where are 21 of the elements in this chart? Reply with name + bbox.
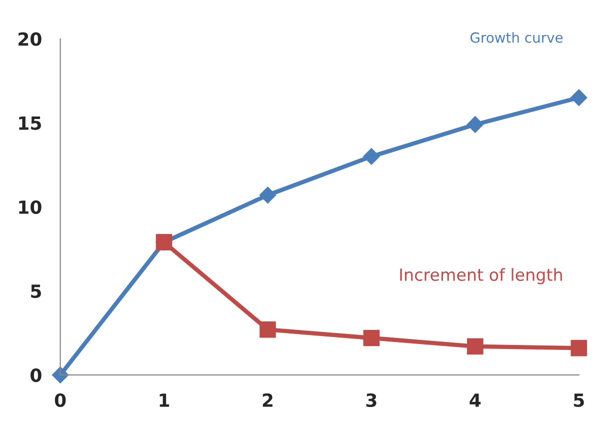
point: [570, 340, 588, 356]
point: [259, 186, 276, 204]
point: [466, 116, 484, 133]
x-tick-label: 5: [574, 394, 584, 407]
y-tick-label: 0: [30, 368, 42, 382]
x-tick-label: 2: [262, 393, 272, 407]
point: [260, 321, 276, 338]
x-tick-label: 3: [366, 393, 376, 407]
y-tick-label: 10: [19, 200, 42, 214]
point: [363, 148, 380, 165]
text: Growth curve: [470, 32, 563, 43]
x-tick-label: 0: [54, 393, 66, 407]
point: [363, 330, 380, 346]
point: [467, 338, 484, 355]
point: [570, 89, 588, 106]
x-tick-label: 4: [470, 394, 481, 407]
x-tick-label: 1: [160, 394, 170, 407]
y-tick-label: 20: [18, 32, 42, 46]
y-tick-label: 5: [31, 284, 41, 298]
text: Increment of length: [400, 268, 562, 284]
y-tick-label: 15: [19, 116, 41, 130]
